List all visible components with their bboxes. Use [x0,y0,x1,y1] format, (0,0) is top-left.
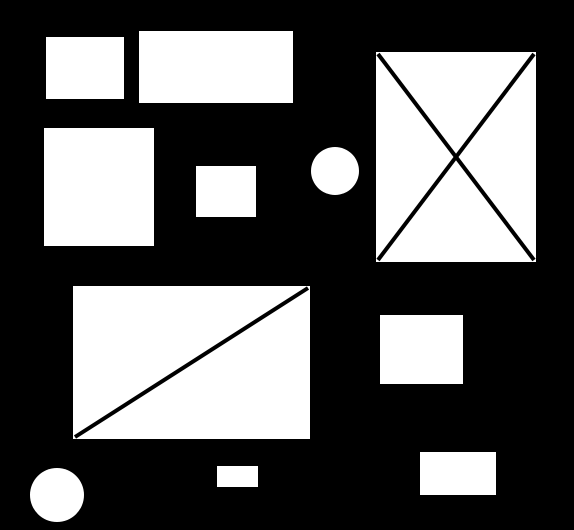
block-top-wide [139,31,293,103]
diagonal-box [73,286,310,439]
circle-lower [30,468,84,522]
block-bottom-right [420,452,496,495]
crossed-box [376,52,536,262]
block-bottom-small [217,466,258,487]
circle-upper [311,147,359,195]
block-top-left-small [46,37,124,99]
block-left-square [44,128,154,246]
diagonal-box-diagonal [73,286,310,439]
crossed-box-diagonal-2 [376,52,536,262]
block-right-middle [380,315,463,384]
block-center-small [196,166,256,217]
